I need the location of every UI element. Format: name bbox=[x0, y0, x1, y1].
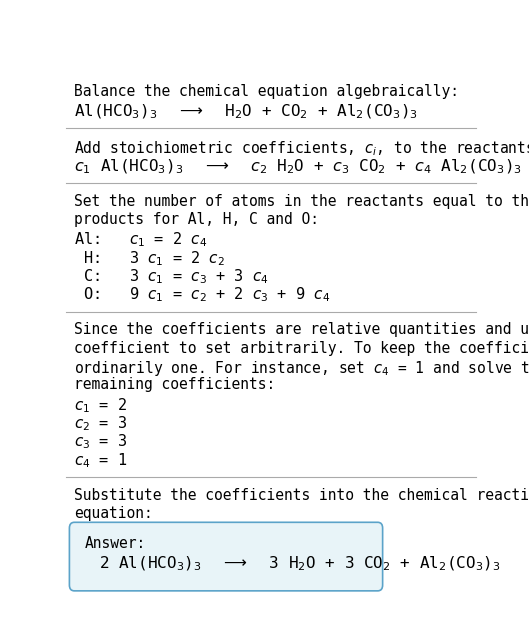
Text: 2 Al(HCO$_3$)$_3$  $\longrightarrow$  3 H$_2$O + 3 CO$_2$ + Al$_2$(CO$_3$)$_3$: 2 Al(HCO$_3$)$_3$ $\longrightarrow$ 3 H$… bbox=[99, 554, 500, 572]
Text: $c_1$ = 2: $c_1$ = 2 bbox=[74, 396, 127, 414]
Text: H:   3 $c_1$ = 2 $c_2$: H: 3 $c_1$ = 2 $c_2$ bbox=[74, 249, 225, 268]
Text: $c_4$ = 1: $c_4$ = 1 bbox=[74, 451, 127, 470]
Text: O:   9 $c_1$ = $c_2$ + 2 $c_3$ + 9 $c_4$: O: 9 $c_1$ = $c_2$ + 2 $c_3$ + 9 $c_4$ bbox=[74, 286, 331, 305]
Text: remaining coefficients:: remaining coefficients: bbox=[74, 377, 276, 393]
Text: coefficient to set arbitrarily. To keep the coefficients small, the arbitrary va: coefficient to set arbitrarily. To keep … bbox=[74, 341, 529, 356]
Text: $c_3$ = 3: $c_3$ = 3 bbox=[74, 433, 127, 451]
Text: $c_1$ Al(HCO$_3$)$_3$  $\longrightarrow$  $c_2$ H$_2$O + $c_3$ CO$_2$ + $c_4$ Al: $c_1$ Al(HCO$_3$)$_3$ $\longrightarrow$ … bbox=[74, 157, 522, 176]
Text: Since the coefficients are relative quantities and underdetermined, choose a: Since the coefficients are relative quan… bbox=[74, 322, 529, 337]
Text: products for Al, H, C and O:: products for Al, H, C and O: bbox=[74, 213, 320, 228]
Text: Substitute the coefficients into the chemical reaction to obtain the balanced: Substitute the coefficients into the che… bbox=[74, 488, 529, 503]
Text: ordinarily one. For instance, set $c_4$ = 1 and solve the system of equations fo: ordinarily one. For instance, set $c_4$ … bbox=[74, 359, 529, 378]
Text: $c_2$ = 3: $c_2$ = 3 bbox=[74, 414, 127, 433]
Text: Add stoichiometric coefficients, $c_i$, to the reactants and products:: Add stoichiometric coefficients, $c_i$, … bbox=[74, 139, 529, 158]
FancyBboxPatch shape bbox=[69, 522, 382, 591]
Text: equation:: equation: bbox=[74, 506, 153, 521]
Text: Al:   $c_1$ = 2 $c_4$: Al: $c_1$ = 2 $c_4$ bbox=[74, 231, 207, 250]
Text: Al(HCO$_3$)$_3$  $\longrightarrow$  H$_2$O + CO$_2$ + Al$_2$(CO$_3$)$_3$: Al(HCO$_3$)$_3$ $\longrightarrow$ H$_2$O… bbox=[74, 102, 418, 120]
Text: Balance the chemical equation algebraically:: Balance the chemical equation algebraica… bbox=[74, 84, 459, 99]
Text: Set the number of atoms in the reactants equal to the number of atoms in the: Set the number of atoms in the reactants… bbox=[74, 194, 529, 209]
Text: Answer:: Answer: bbox=[85, 536, 146, 551]
Text: C:   3 $c_1$ = $c_3$ + 3 $c_4$: C: 3 $c_1$ = $c_3$ + 3 $c_4$ bbox=[74, 267, 269, 286]
